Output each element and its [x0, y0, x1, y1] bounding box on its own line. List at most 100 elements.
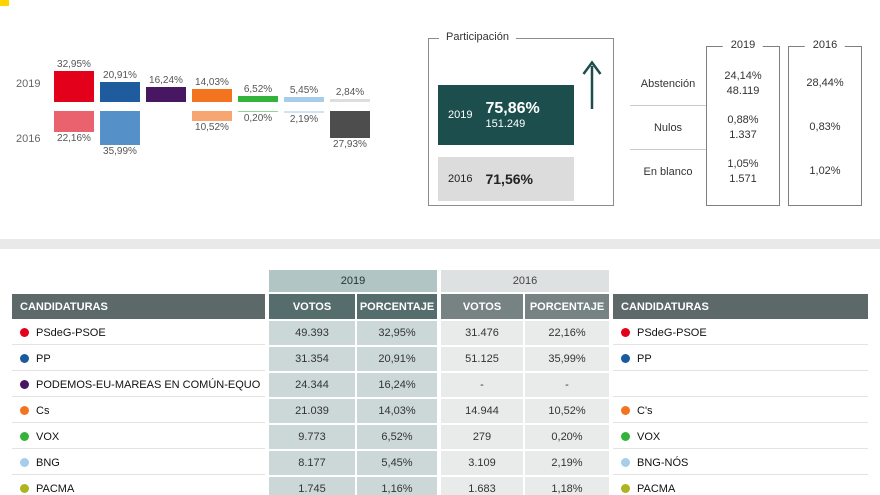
votos-2019-header: VOTOS [269, 294, 355, 319]
chart-2016-value-label: 35,99% [103, 146, 137, 158]
chart-2019-bar [238, 95, 278, 102]
chart-2016-bar [330, 111, 370, 138]
porcentaje-2019-cell: 1,16% [357, 477, 437, 495]
candidatura-name: VOX [36, 430, 60, 443]
table-row: VOX 9.773 6,52% 279 0,20% VOX [12, 425, 868, 449]
porcentaje-2016-cell: 22,16% [525, 321, 609, 345]
porcentaje-2019-cell: 5,45% [357, 451, 437, 475]
votos-2019-cell: 9.773 [269, 425, 355, 449]
chart-2019-bar [54, 70, 94, 102]
chart-2016-bar [54, 111, 94, 133]
chart-baseline-gap [146, 102, 186, 111]
participation-2016-box: 2016 71,56% [438, 157, 574, 201]
en-blanco-2019-pct: 1,05% [727, 157, 759, 170]
en-blanco-2019-votes: 1.571 [729, 172, 757, 185]
votos-2019-cell: 49.393 [269, 321, 355, 345]
chart-2016-cell: 10,52% [192, 111, 232, 171]
porcentaje-2016-cell: 10,52% [525, 399, 609, 423]
participation-panel-title: Participación [439, 31, 516, 43]
votos-2016-cell: 14.944 [441, 399, 523, 423]
summary-labels: Abstención Nulos En blanco [630, 62, 706, 194]
party-color-dot [20, 328, 29, 337]
porcentaje-2019-cell: 16,24% [357, 373, 437, 397]
candidatura-left-cell: PODEMOS-EU-MAREAS EN COMÚN-EQUO [12, 373, 265, 397]
chart-baseline-gap [330, 102, 370, 111]
abstencion-2019-pct: 24,14% [724, 69, 762, 82]
votos-2019-cell: 1.745 [269, 477, 355, 495]
participation-2016-pct: 71,56% [485, 171, 533, 187]
comparison-chart: 32,95% 22,16% 20,91% 35,99% 16,24% 14,03% 10,5… [54, 50, 370, 171]
abstencion-2016: 28,44% [789, 61, 861, 105]
chart-2016-cell: 35,99% [100, 111, 140, 171]
chart-2019-value-label: 14,03% [195, 76, 229, 88]
abstencion-2019-votes: 48.119 [726, 84, 760, 97]
votos-2019-cell: 21.039 [269, 399, 355, 423]
chart-2019-bar [100, 82, 140, 102]
table-row: PSdeG-PSOE 49.393 32,95% 31.476 22,16% PSdeG-… [12, 321, 868, 345]
chart-2016-cell [146, 111, 186, 171]
chart-column: 32,95% 22,16% [54, 50, 94, 171]
summary-box-2016-title: 2016 [804, 39, 846, 51]
table-row: Cs 21.039 14,03% 14.944 10,52% C's [12, 399, 868, 423]
candidatura-left-cell: VOX [12, 425, 265, 449]
candidaturas-right-header: CANDIDATURAS [613, 294, 868, 319]
party-color-dot [20, 354, 29, 363]
chart-2016-cell: 2,19% [284, 111, 324, 171]
abstencion-2019: 24,14% 48.119 [707, 61, 779, 105]
candidatura-left-cell: Cs [12, 399, 265, 423]
chart-2019-value-label: 16,24% [149, 74, 183, 86]
chart-2019-bar [330, 99, 370, 102]
band-spacer [12, 270, 269, 292]
chart-baseline-gap [192, 102, 232, 111]
candidatura-name: VOX [637, 430, 661, 443]
porcentaje-2016-cell: 1,18% [525, 477, 609, 495]
chart-row-label-2019: 2019 [16, 78, 41, 90]
chart-column: 14,03% 10,52% [192, 50, 232, 171]
chart-2019-bar [284, 96, 324, 102]
party-color-dot [621, 354, 630, 363]
summary-box-2019: 2019 24,14% 48.119 0,88% 1.337 1,05% 1.5… [706, 39, 780, 206]
corner-artifact [0, 0, 9, 6]
votos-2019-cell: 24.344 [269, 373, 355, 397]
results-table: 2019 2016 CANDIDATURAS VOTOS PORCENTAJE … [12, 270, 868, 495]
candidatura-left-cell: PSdeG-PSOE [12, 321, 265, 345]
chart-2016-value-label: 10,52% [195, 121, 229, 133]
candidatura-name: PACMA [36, 482, 75, 495]
party-color-dot [20, 432, 29, 441]
summary-label-en-blanco: En blanco [643, 166, 693, 178]
chart-2016-value-label: 27,93% [333, 138, 367, 150]
chart-2016-value-label: 2,19% [289, 114, 319, 126]
candidatura-name: BNG-NÓS [637, 456, 689, 469]
chart-2019-cell: 16,24% [146, 50, 186, 102]
porcentaje-2019-cell: 32,95% [357, 321, 437, 345]
chart-2019-value-label: 20,91% [103, 70, 137, 82]
participation-2019-year: 2019 [448, 109, 473, 121]
party-color-dot [20, 484, 29, 493]
en-blanco-2016: 1,02% [789, 149, 861, 193]
candidatura-name: PP [637, 352, 652, 365]
chart-2019-value-label: 2,84% [335, 87, 365, 99]
table-row: BNG 8.177 5,45% 3.109 2,19% BNG-NÓS [12, 451, 868, 475]
candidatura-right-cell: VOX [613, 425, 868, 449]
chart-column: 20,91% 35,99% [100, 50, 140, 171]
chart-2016-bar [284, 111, 324, 114]
summary-box-2019-rows: 24,14% 48.119 0,88% 1.337 1,05% 1.571 [707, 47, 779, 193]
party-color-dot [621, 406, 630, 415]
chart-2019-cell: 32,95% [54, 50, 94, 102]
summary-label-abstencion: Abstención [630, 62, 706, 106]
chart-2019-cell: 20,91% [100, 50, 140, 102]
nulos-2016: 0,83% [789, 105, 861, 149]
candidatura-right-cell [613, 373, 868, 397]
candidatura-right-cell: C's [613, 399, 868, 423]
votos-2019-cell: 8.177 [269, 451, 355, 475]
group-2016-header: 2016 [441, 270, 609, 292]
summary-box-2016-rows: 28,44% 0,83% 1,02% [789, 47, 861, 193]
participation-2016-year: 2016 [448, 173, 473, 185]
votos-2016-cell: 51.125 [441, 347, 523, 371]
participation-2019-votes: 151.249 [485, 118, 526, 130]
abstencion-2016-pct: 28,44% [806, 77, 844, 89]
chart-2016-value-label: 0,20% [243, 113, 273, 124]
summary-box-2019-title: 2019 [722, 39, 764, 51]
table-row: PODEMOS-EU-MAREAS EN COMÚN-EQUO 24.344 16,… [12, 373, 868, 397]
porcentaje-2016-cell: - [525, 373, 609, 397]
